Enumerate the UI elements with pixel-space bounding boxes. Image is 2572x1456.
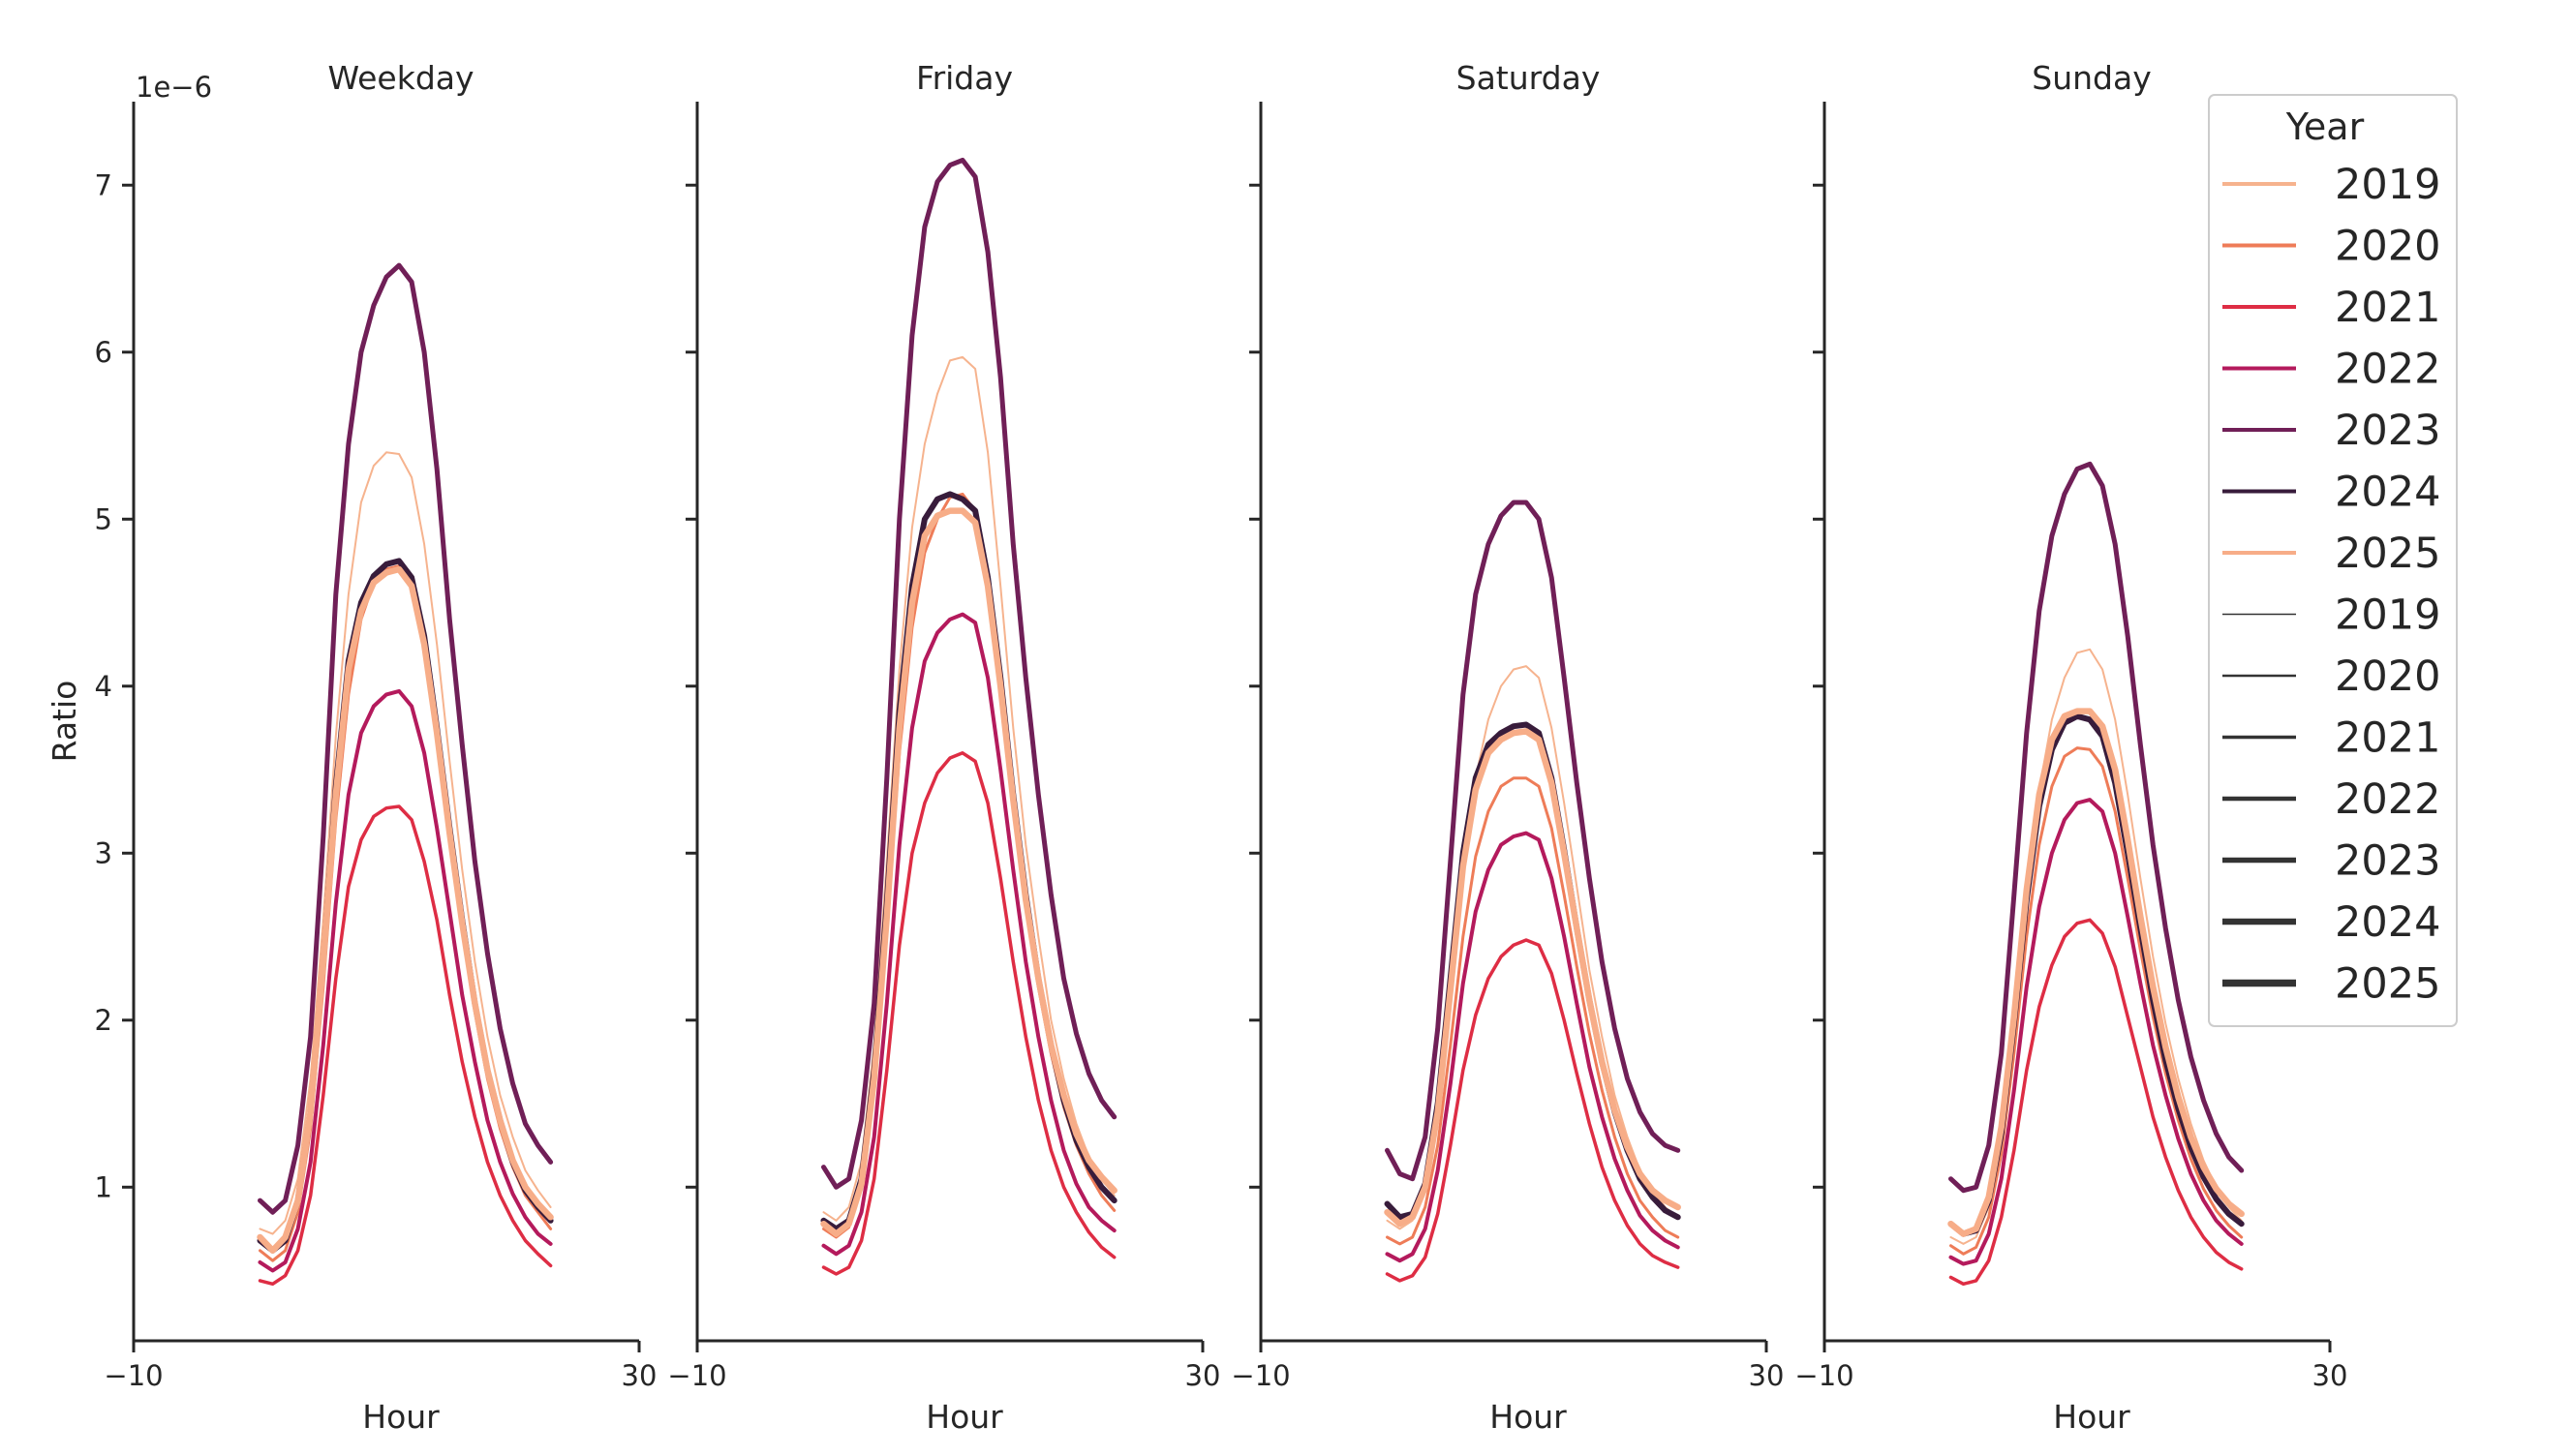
x-axis-label: Hour [926, 1398, 1003, 1436]
series-line-2022 [258, 688, 553, 1273]
legend-label: 2023 [2335, 407, 2440, 455]
x-axis-label: Hour [362, 1398, 440, 1436]
y-tick-label: 3 [95, 836, 112, 869]
legend-label: 2020 [2335, 223, 2440, 271]
y-tick-label: 6 [95, 336, 112, 369]
series-line-2025 [257, 565, 554, 1255]
series-line-2023 [821, 157, 1118, 1190]
legend-label: 2021 [2335, 714, 2440, 763]
series-line-2023 [1385, 500, 1681, 1182]
legend-label: 2020 [2335, 652, 2440, 701]
y-offset-label: 1e−6 [136, 71, 212, 104]
legend-label: 2021 [2335, 284, 2440, 332]
legend-label: 2025 [2335, 960, 2440, 1009]
x-axis-label: Hour [1489, 1398, 1567, 1436]
legend-box [2208, 94, 2458, 1027]
series-line-2021 [258, 804, 553, 1287]
legend-label: 2022 [2335, 775, 2440, 824]
y-tick-label: 2 [95, 1004, 112, 1037]
x-tick-label: 30 [622, 1359, 658, 1392]
y-tick-label: 4 [95, 670, 112, 703]
legend-title: Year [2285, 106, 2365, 148]
legend-label: 2023 [2335, 837, 2440, 886]
x-tick-label: −10 [104, 1359, 163, 1392]
x-tick-label: −10 [667, 1359, 726, 1392]
panel-title: Weekday [327, 59, 474, 97]
series-line-2021 [821, 751, 1117, 1276]
series-line-2020 [1386, 776, 1680, 1246]
legend-label: 2025 [2335, 530, 2440, 578]
panel-title: Saturday [1456, 59, 1601, 97]
panel-title: Friday [916, 59, 1013, 97]
series-line-2023 [258, 262, 554, 1215]
series-line-2025 [820, 507, 1118, 1237]
series-line-2019 [259, 451, 552, 1235]
x-tick-label: 30 [2312, 1359, 2348, 1392]
series-line-2025 [1384, 728, 1681, 1228]
legend-label: 2019 [2335, 592, 2440, 640]
x-tick-label: 30 [1185, 1359, 1221, 1392]
legend-label: 2024 [2335, 469, 2440, 517]
y-tick-label: 5 [95, 502, 112, 535]
series-line-2022 [821, 612, 1117, 1257]
series-line-2021 [1948, 918, 2244, 1287]
y-tick-label: 1 [95, 1170, 112, 1203]
series-line-2019 [822, 355, 1116, 1222]
series-line-2021 [1385, 938, 1680, 1283]
legend-label: 2024 [2335, 898, 2440, 947]
panel-title: Sunday [2032, 59, 2151, 97]
series-line-2022 [1948, 798, 2244, 1266]
x-tick-label: −10 [1794, 1359, 1853, 1392]
x-axis-label: Hour [2053, 1398, 2130, 1436]
y-axis-label: Ratio [46, 681, 83, 763]
series-line-2022 [1385, 831, 1680, 1263]
series-line-2020 [1949, 746, 2244, 1256]
series-line-2023 [1948, 461, 2245, 1194]
x-tick-label: 30 [1749, 1359, 1785, 1392]
series-line-2025 [1947, 708, 2245, 1237]
y-tick-label: 7 [95, 168, 112, 201]
legend-label: 2022 [2335, 346, 2440, 394]
legend-label: 2019 [2335, 161, 2440, 209]
x-tick-label: −10 [1231, 1359, 1290, 1392]
